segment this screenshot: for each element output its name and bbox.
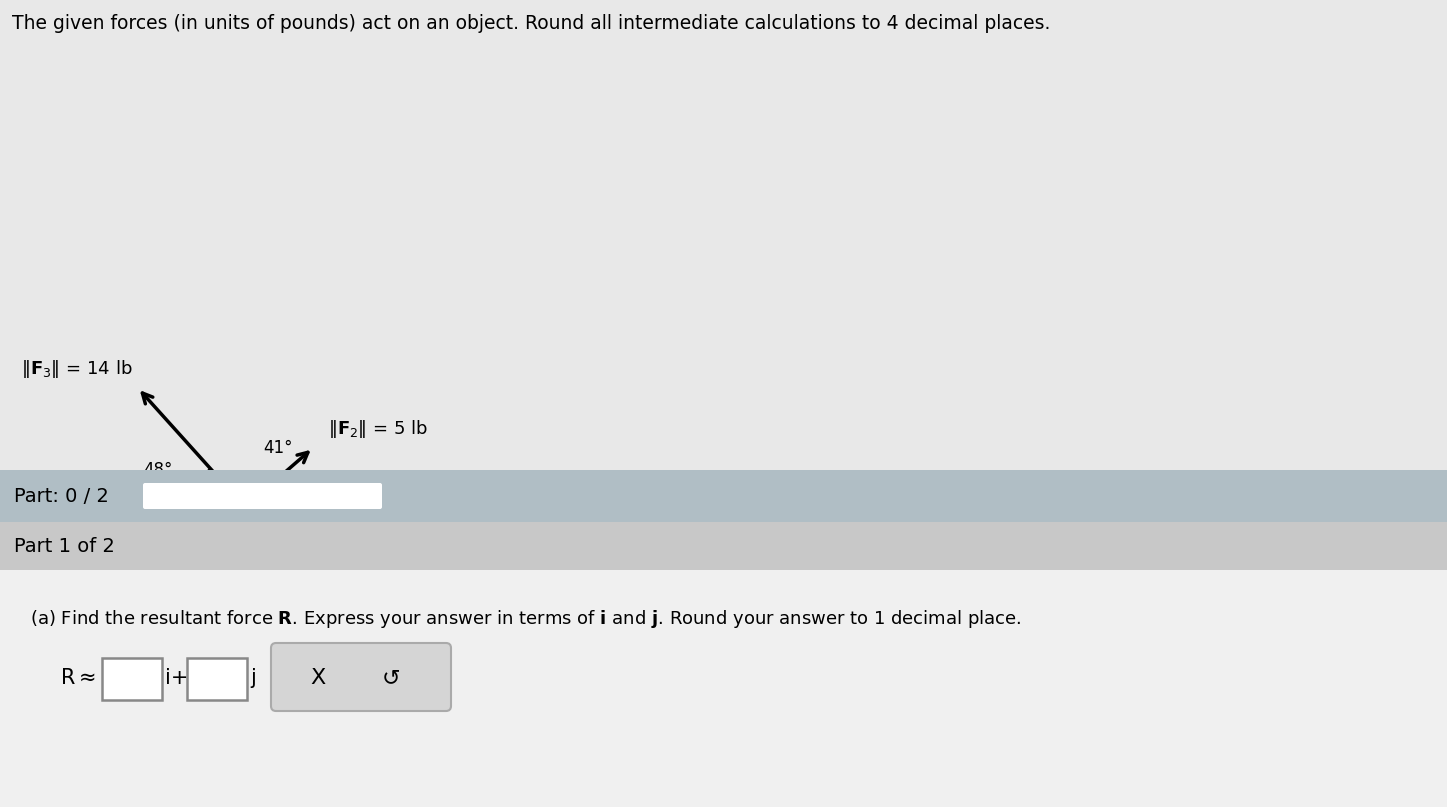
Text: (a) Find the resultant force $\mathbf{R}$. Express your answer in terms of $\mat: (a) Find the resultant force $\mathbf{R}… bbox=[30, 608, 1022, 630]
FancyBboxPatch shape bbox=[187, 658, 247, 700]
Text: $\Vert\mathbf{F}_3\Vert$ = 14 lb: $\Vert\mathbf{F}_3\Vert$ = 14 lb bbox=[22, 358, 133, 380]
Text: $\Vert\mathbf{F}_1\Vert$ = 10 lb: $\Vert\mathbf{F}_1\Vert$ = 10 lb bbox=[414, 533, 525, 554]
Text: i+: i+ bbox=[165, 668, 188, 688]
Text: X: X bbox=[310, 668, 326, 688]
FancyBboxPatch shape bbox=[271, 643, 451, 711]
Text: 41°: 41° bbox=[263, 439, 292, 457]
Text: 20°: 20° bbox=[310, 527, 340, 545]
Text: ↺: ↺ bbox=[382, 668, 401, 688]
Text: 48°: 48° bbox=[143, 461, 174, 479]
FancyBboxPatch shape bbox=[101, 658, 162, 700]
Text: The given forces (in units of pounds) act on an object. Round all intermediate c: The given forces (in units of pounds) ac… bbox=[12, 14, 1051, 33]
FancyBboxPatch shape bbox=[143, 483, 382, 509]
Text: Part 1 of 2: Part 1 of 2 bbox=[14, 537, 114, 555]
Text: Part: 0 / 2: Part: 0 / 2 bbox=[14, 487, 109, 505]
Text: $\Vert\mathbf{F}_2\Vert$ = 5 lb: $\Vert\mathbf{F}_2\Vert$ = 5 lb bbox=[328, 418, 428, 440]
Bar bbox=[0, 570, 1447, 807]
Bar bbox=[0, 470, 1447, 522]
Text: j: j bbox=[250, 668, 256, 688]
Bar bbox=[0, 522, 1447, 570]
Text: R$\approx$: R$\approx$ bbox=[59, 668, 96, 688]
